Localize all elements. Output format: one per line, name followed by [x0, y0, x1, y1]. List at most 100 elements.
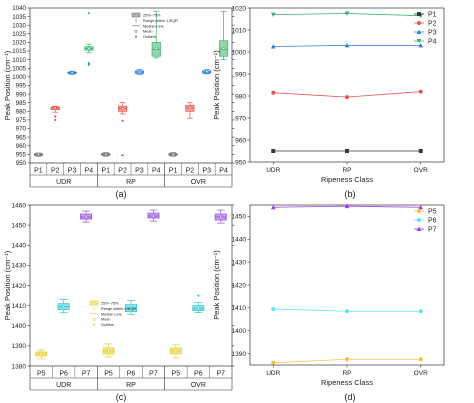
panel-d-x-axis-title: Ripeness Class — [321, 378, 373, 387]
category-tick-label: P7 — [82, 371, 91, 378]
y-tick-label: 980 — [16, 109, 27, 116]
y-tick-label: 1015 — [12, 48, 26, 55]
box-UDR-P5 — [35, 349, 48, 360]
panel-d-y-axis-title: Peak Position (cm⁻¹) — [212, 250, 221, 320]
y-tick-label: 980 — [235, 93, 246, 100]
box-RP-P2 — [118, 102, 128, 157]
y-tick-label: 965 — [16, 134, 27, 141]
x-tick-label: UDR — [266, 167, 280, 174]
category-tick-label: P5 — [37, 371, 46, 378]
y-tick-label: 955 — [16, 152, 27, 159]
data-point — [345, 309, 349, 314]
category-tick-label: P3 — [202, 168, 211, 175]
y-tick-label: 995 — [16, 83, 27, 90]
group-label: RP — [126, 179, 136, 186]
y-tick-label: 1440 — [12, 243, 27, 250]
panel-d-legend: P5 P6 P7 — [414, 209, 437, 234]
legend-label: Outliers — [101, 323, 114, 327]
x-tick-label: RP — [342, 167, 351, 174]
y-tick-label: 970 — [235, 115, 246, 122]
y-tick-label: 1420 — [232, 282, 247, 289]
category-tick-label: P6 — [59, 371, 68, 378]
data-point — [271, 149, 276, 153]
mean-marker — [155, 47, 158, 50]
box-OVR-P2 — [185, 102, 195, 119]
y-tick-label: 970 — [16, 126, 27, 133]
outlier-point — [54, 115, 57, 118]
y-tick-label: 1400 — [12, 323, 27, 330]
series-P6 — [271, 307, 423, 314]
legend-label: Range within 1.5IQR — [143, 19, 178, 23]
category-tick-label: P5 — [172, 371, 181, 378]
data-point — [418, 204, 424, 210]
mean-marker — [205, 70, 208, 73]
category-tick-label: P7 — [149, 371, 158, 378]
y-tick-label: 1410 — [232, 305, 247, 312]
panel-a-y-axis-title: Peak Position (cm⁻¹) — [3, 50, 12, 120]
y-tick-label: 1390 — [12, 343, 27, 350]
panel-label-d: (d) — [345, 392, 356, 402]
y-tick-label: 1410 — [12, 303, 27, 310]
group-label: UDR — [56, 382, 71, 389]
y-tick-label: 950 — [235, 159, 246, 166]
category-tick-label: P6 — [127, 371, 136, 378]
category-tick-label: P2 — [186, 168, 195, 175]
legend-swatch-iqr — [89, 300, 99, 306]
mean-marker — [70, 71, 74, 74]
legend-label: P6 — [428, 218, 437, 225]
mean-marker — [107, 349, 110, 353]
y-tick-label: 1390 — [232, 351, 247, 358]
legend-marker — [417, 209, 421, 213]
mean-marker — [129, 307, 133, 310]
data-point — [418, 149, 423, 153]
legend-label: P3 — [428, 30, 437, 37]
category-tick-label: P4 — [85, 168, 94, 175]
panel-c-y-axis-title: Peak Position (cm⁻¹) — [3, 250, 12, 320]
panel-c-box-plot: 1380 1390 1400 1410 1420 1430 1440 1450 1460 Peak… — [3, 202, 235, 391]
y-tick-label: 1005 — [12, 65, 26, 72]
box-UDR-P6 — [57, 299, 70, 314]
panel-b-axis-frame — [249, 7, 445, 163]
mean-marker — [87, 47, 91, 50]
data-point — [344, 11, 350, 16]
y-tick-label: 1000 — [232, 49, 247, 56]
mean-marker — [121, 107, 124, 110]
outlier-point — [87, 63, 91, 66]
mean-marker — [84, 215, 88, 219]
legend-label: P5 — [428, 209, 437, 216]
x-tick-label: OVR — [414, 167, 428, 174]
group-label: RP — [126, 382, 136, 389]
mean-marker — [219, 215, 223, 219]
group-label: UDR — [56, 179, 71, 186]
category-tick-label: P1 — [101, 168, 110, 175]
y-tick-label: 1025 — [12, 31, 26, 38]
series-P3 — [270, 43, 424, 49]
category-tick-label: P4 — [219, 168, 228, 175]
y-tick-label: 1440 — [232, 237, 247, 244]
legend-label: 25%~75% — [143, 14, 161, 18]
data-point — [345, 95, 349, 100]
y-tick-label: 1000 — [12, 74, 26, 81]
group-label: OVR — [191, 179, 206, 186]
panel-label-b: (b) — [345, 189, 356, 199]
box-OVR-P5 — [169, 344, 182, 359]
legend-label: P4 — [428, 39, 437, 46]
legend-marker — [417, 12, 421, 16]
outlier-point — [121, 154, 124, 157]
data-point — [418, 309, 423, 314]
panel-a-axis-frame — [29, 7, 233, 164]
box-OVR-P6 — [192, 294, 205, 314]
x-tick-label: RP — [342, 370, 351, 377]
mean-marker — [222, 47, 225, 50]
outlier-point — [87, 12, 91, 15]
box-OVR-P4 — [219, 11, 229, 61]
mean-marker — [62, 305, 65, 308]
legend-marker — [416, 226, 422, 231]
mean-marker — [37, 153, 40, 156]
mean-marker — [138, 70, 141, 74]
category-tick-label: P2 — [118, 168, 127, 175]
y-tick-label: 990 — [16, 91, 27, 98]
